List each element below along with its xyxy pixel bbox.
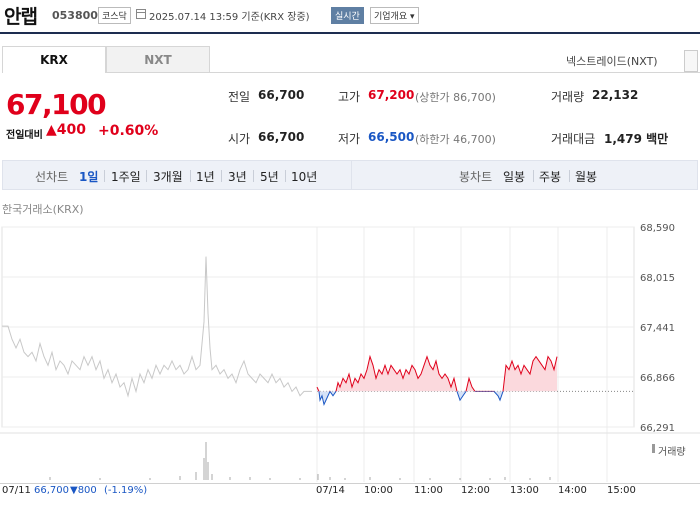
market-badge: 코스닥 — [98, 7, 131, 24]
period-1d[interactable]: 1일 — [79, 170, 99, 184]
prev-close-value: 66,700 — [258, 88, 305, 102]
prev-close-label: 전일 — [228, 90, 251, 104]
chart-source: 한국거래소(KRX) — [2, 203, 84, 216]
realtime-badge[interactable]: 실시간 — [331, 7, 364, 24]
y-tick-label: 67,441 — [640, 323, 675, 334]
today-series-up — [316, 354, 558, 392]
datetime-text: 2025.07.14 13:59 기준(KRX 장중) — [149, 12, 310, 23]
x-tick-1300: 13:00 — [510, 485, 539, 496]
candle-daily[interactable]: 일봉 — [503, 170, 526, 184]
y-tick-label: 68,015 — [640, 273, 675, 284]
x-tick-1400: 14:00 — [558, 485, 587, 496]
prev-day-date: 07/11 — [2, 485, 31, 496]
line-chart-label[interactable]: 선차트 — [35, 170, 69, 184]
open-value: 66,700 — [258, 130, 305, 144]
period-1y[interactable]: 1년 — [196, 170, 215, 184]
low-value: 66,500 — [368, 130, 415, 144]
footer-divider — [0, 483, 700, 484]
prev-day-change: ▼800 — [70, 485, 97, 496]
tab-krx[interactable]: KRX — [2, 46, 106, 73]
period-3y[interactable]: 3년 — [228, 170, 247, 184]
amount-label: 거래대금 — [551, 132, 596, 146]
period-10y[interactable]: 10년 — [291, 170, 318, 184]
change-amount: ▲400 — [46, 122, 86, 138]
candle-monthly[interactable]: 월봉 — [575, 170, 598, 184]
prev-day-close: 66,700 — [34, 485, 69, 496]
prev-day-series — [2, 256, 312, 398]
y-tick-label: 66,291 — [640, 423, 675, 434]
price-chart: 68,590 68,015 67,441 66,866 66,291 — [0, 223, 700, 482]
candle-chart-label[interactable]: 봉차트 — [459, 170, 493, 184]
period-5y[interactable]: 5년 — [260, 170, 279, 184]
y-tick-label: 68,590 — [640, 223, 675, 234]
volume-legend-mark — [652, 444, 655, 453]
prev-day-pct: (-1.19%) — [104, 485, 148, 496]
upper-limit: (상한가 86,700) — [415, 91, 496, 104]
period-1w[interactable]: 1주일 — [111, 170, 141, 184]
period-3m[interactable]: 3개월 — [153, 170, 183, 184]
change-label: 전일대비 — [6, 130, 43, 141]
x-tick-0714: 07/14 — [316, 485, 345, 496]
company-info-dropdown[interactable]: 기업개요 ▾ — [370, 7, 419, 24]
amount-value: 1,479 백만 — [604, 132, 669, 146]
x-tick-1000: 10:00 — [364, 485, 393, 496]
x-tick-1500: 15:00 — [607, 485, 636, 496]
stock-code: 053800 — [52, 9, 98, 22]
x-tick-1100: 11:00 — [414, 485, 443, 496]
open-label: 시가 — [228, 132, 251, 146]
stock-name: 안랩 — [4, 6, 38, 28]
tab-divider — [210, 72, 700, 73]
y-tick-label: 66,866 — [640, 373, 675, 384]
period-bar: 선차트 1일 1주일 3개월 1년 3년 5년 10년 봉차트 일봉 주봉 월봉 — [2, 160, 698, 190]
volume-legend: 거래량 — [658, 447, 686, 458]
change-percent: +0.60% — [98, 123, 159, 139]
candle-weekly[interactable]: 주봉 — [539, 170, 562, 184]
lower-limit: (하한가 46,700) — [415, 133, 496, 146]
volume-label: 거래량 — [551, 90, 585, 104]
volume-value: 22,132 — [592, 88, 639, 102]
up-area-fill — [317, 356, 557, 392]
header-divider — [0, 32, 700, 34]
calendar-icon — [136, 9, 146, 19]
high-label: 고가 — [338, 90, 361, 104]
low-label: 저가 — [338, 132, 361, 146]
tab-nxt[interactable]: NXT — [106, 46, 210, 73]
nextrade-link[interactable]: 넥스트레이드(NXT) — [566, 55, 658, 68]
high-value: 67,200 — [368, 88, 415, 102]
scrollbar[interactable] — [684, 50, 698, 72]
x-tick-1200: 12:00 — [461, 485, 490, 496]
current-price: 67,100 — [6, 88, 107, 121]
